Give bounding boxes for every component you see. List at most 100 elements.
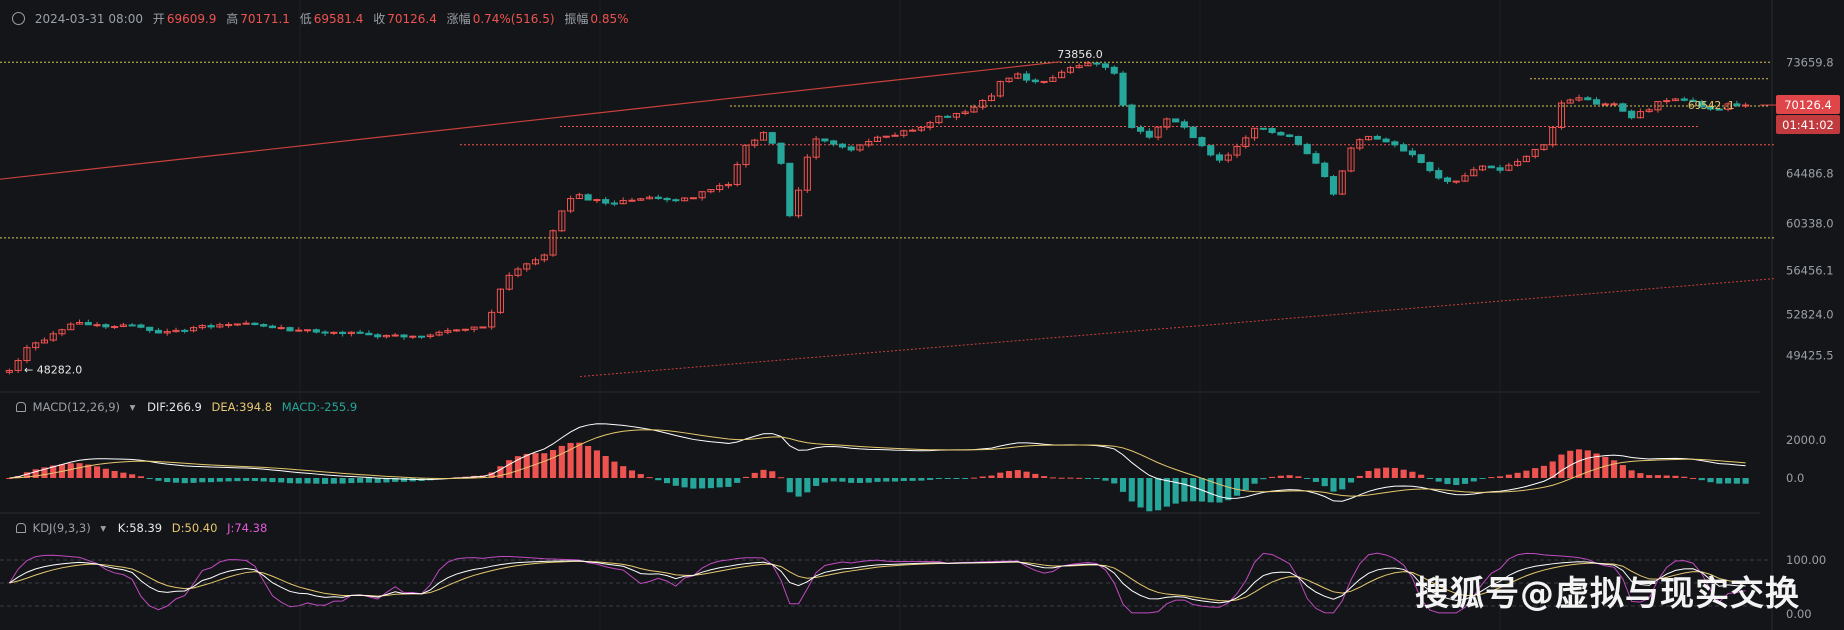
candle-body bbox=[935, 115, 943, 124]
candle-body bbox=[1522, 155, 1530, 163]
macd-bar bbox=[23, 472, 30, 478]
candle-body bbox=[1452, 180, 1460, 183]
macd-bar bbox=[830, 478, 837, 482]
macd-dea: DEA:394.8 bbox=[211, 400, 273, 414]
candle-body bbox=[303, 329, 312, 332]
macd-bar bbox=[164, 478, 171, 483]
macd-bar bbox=[1005, 471, 1013, 478]
candle-body bbox=[733, 164, 741, 185]
candle-body bbox=[1093, 62, 1101, 65]
kdj-legend[interactable]: KDJ(9,3,3) ▾ K:58.39 D:50.40 J:74.38 bbox=[16, 521, 267, 535]
macd-bar bbox=[488, 472, 495, 478]
macd-bar bbox=[1093, 478, 1100, 479]
macd-bar bbox=[278, 478, 285, 483]
macd-bar bbox=[32, 469, 39, 478]
candle-body bbox=[505, 274, 513, 290]
macd-bar bbox=[190, 478, 197, 483]
close-value: 70126.4 bbox=[387, 12, 437, 26]
price-tag-bg bbox=[1776, 95, 1840, 115]
macd-bar bbox=[181, 478, 188, 484]
candle-body bbox=[1145, 130, 1153, 138]
macd-bar bbox=[1155, 478, 1162, 511]
macd-bar bbox=[532, 453, 539, 478]
candle-body bbox=[707, 189, 715, 193]
candle-body bbox=[1645, 109, 1653, 113]
macd-bar bbox=[50, 465, 57, 478]
candle-body bbox=[251, 322, 259, 326]
candle-body bbox=[873, 136, 882, 143]
macd-bar bbox=[1339, 478, 1346, 490]
candle-body bbox=[768, 132, 776, 144]
macd-bar bbox=[137, 476, 144, 478]
macd-bar bbox=[497, 466, 504, 478]
candle-body bbox=[1031, 79, 1039, 83]
close-label: 收 bbox=[373, 12, 386, 26]
macd-bar bbox=[1119, 478, 1127, 492]
candle-body bbox=[1671, 98, 1680, 102]
candle-body bbox=[453, 329, 461, 332]
macd-bar bbox=[953, 478, 960, 479]
macd-bar bbox=[874, 478, 881, 482]
candle-body bbox=[14, 360, 22, 371]
macd-bar bbox=[365, 478, 372, 483]
bell-icon[interactable] bbox=[16, 523, 26, 533]
candle-body bbox=[1023, 73, 1031, 81]
macd-bar bbox=[1742, 478, 1749, 484]
macd-bar bbox=[304, 478, 311, 484]
macd-bar bbox=[620, 466, 627, 478]
macd-legend[interactable]: MACD(12,26,9) ▾ DIF:266.9 DEA:394.8 MACD… bbox=[16, 400, 357, 414]
macd-bar bbox=[1023, 471, 1030, 478]
macd-bar bbox=[1084, 478, 1092, 479]
low-value: 69581.4 bbox=[313, 12, 364, 26]
macd-value: MACD:-255.9 bbox=[281, 400, 358, 414]
macd-bar bbox=[111, 470, 118, 478]
macd-bar bbox=[1190, 478, 1197, 502]
macd-bar bbox=[6, 478, 13, 479]
macd-bar bbox=[1330, 478, 1337, 492]
macd-bar bbox=[602, 456, 609, 478]
candle-body bbox=[479, 326, 487, 329]
candle-body bbox=[514, 268, 522, 276]
candle-body bbox=[391, 334, 399, 337]
lower-trendline bbox=[579, 277, 1777, 378]
chevron-down-icon[interactable]: ▾ bbox=[100, 521, 107, 535]
macd-bar bbox=[962, 478, 969, 479]
candle-body bbox=[672, 199, 680, 202]
candle-body bbox=[1163, 118, 1171, 128]
macd-bar bbox=[1172, 478, 1179, 504]
chevron-down-icon[interactable]: ▾ bbox=[129, 400, 136, 414]
macd-bar bbox=[1689, 477, 1697, 479]
kdj-tick-label: 0.00 bbox=[1786, 607, 1812, 621]
macd-bar bbox=[944, 478, 951, 479]
candle-body bbox=[23, 347, 31, 362]
candle-body bbox=[891, 134, 899, 137]
macd-bar bbox=[1725, 478, 1732, 484]
change-value: 0.74%(516.5) bbox=[472, 12, 555, 26]
candle-body bbox=[1601, 103, 1609, 106]
candle-body bbox=[900, 130, 908, 136]
macd-bar bbox=[593, 450, 600, 478]
candle-body bbox=[1610, 103, 1618, 106]
macd-bar bbox=[716, 478, 723, 488]
open-label: 开 bbox=[152, 12, 165, 26]
candle-body bbox=[1189, 126, 1197, 139]
candle-body bbox=[1180, 121, 1188, 128]
macd-bar bbox=[1286, 475, 1293, 478]
candle-body bbox=[295, 329, 303, 332]
candle-body bbox=[1233, 145, 1241, 156]
macd-bar bbox=[523, 453, 530, 478]
candle-body bbox=[987, 95, 996, 101]
bell-icon[interactable] bbox=[16, 402, 26, 412]
macd-bar bbox=[251, 478, 258, 482]
candle-body bbox=[944, 115, 952, 118]
candle-body bbox=[1417, 154, 1425, 163]
kdj-j: J:74.38 bbox=[227, 521, 268, 535]
candle-body bbox=[952, 113, 960, 118]
candle-body bbox=[1733, 103, 1741, 106]
candle-body bbox=[1470, 169, 1478, 177]
candle-body bbox=[1172, 118, 1180, 123]
candle-body bbox=[1487, 165, 1495, 169]
macd-bar bbox=[1076, 477, 1083, 479]
low-annotation: ← 48282.0 bbox=[24, 363, 82, 376]
